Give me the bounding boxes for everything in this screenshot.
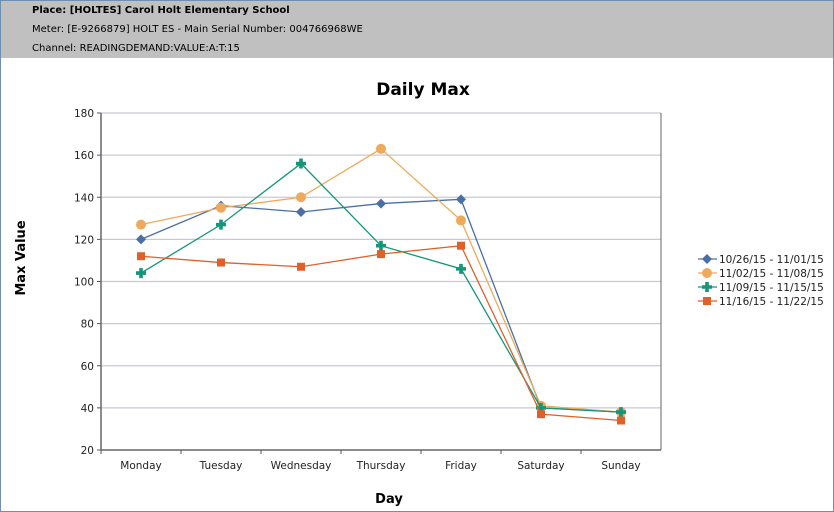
square-marker [217, 258, 225, 267]
diamond-marker [702, 254, 712, 264]
diamond-marker [376, 198, 386, 209]
circle-marker [376, 143, 386, 154]
x-tick-label: Sunday [601, 460, 640, 472]
square-marker [137, 252, 145, 261]
series-line [140, 148, 622, 413]
legend-item: 10/26/15 - 11/01/15 [698, 254, 824, 266]
legend-label: 11/16/15 - 11/22/15 [719, 296, 824, 308]
y-tick-label: 100 [74, 277, 94, 289]
legend-label: 11/02/15 - 11/08/15 [719, 268, 824, 280]
chart-title: Daily Max [376, 80, 470, 100]
legend-item: 11/09/15 - 11/15/15 [698, 282, 824, 294]
y-tick-label: 20 [81, 445, 94, 457]
plus-marker [702, 282, 712, 293]
y-axis-title: Max Value [14, 220, 29, 295]
plus-marker [536, 402, 546, 413]
x-tick-label: Tuesday [199, 460, 243, 472]
channel-label: Channel: READINGDEMAND:VALUE:A:T:15 [32, 43, 240, 54]
series-4 [137, 241, 625, 425]
x-tick-label: Monday [120, 460, 161, 472]
plus-marker [216, 219, 226, 230]
y-tick-label: 80 [81, 319, 94, 331]
square-marker [703, 297, 711, 305]
y-tick-label: 180 [74, 108, 94, 120]
x-tick-label: Friday [445, 460, 477, 472]
legend-label: 11/09/15 - 11/15/15 [719, 282, 824, 294]
x-axis-title: Day [375, 492, 403, 507]
legend-item: 11/02/15 - 11/08/15 [698, 268, 824, 280]
plus-marker [616, 407, 626, 418]
legend-item: 11/16/15 - 11/22/15 [698, 296, 824, 308]
y-tick-label: 60 [81, 361, 94, 373]
circle-marker [136, 219, 146, 230]
x-tick-label: Thursday [356, 460, 406, 472]
circle-marker [216, 202, 226, 213]
plus-marker [296, 158, 307, 169]
y-tick-label: 120 [74, 234, 94, 246]
diamond-marker [456, 194, 466, 205]
square-marker [617, 416, 625, 425]
y-tick-label: 40 [81, 403, 94, 415]
square-marker [297, 262, 305, 271]
x-tick-label: Wednesday [271, 460, 332, 472]
square-marker [377, 250, 385, 259]
legend-label: 10/26/15 - 11/01/15 [719, 254, 824, 266]
x-tick-label: Saturday [517, 460, 564, 472]
square-marker [457, 241, 465, 250]
series-line [140, 198, 622, 413]
plus-marker [456, 263, 467, 274]
place-label: Place: [HOLTES] Carol Holt Elementary Sc… [32, 5, 290, 16]
series-1 [136, 194, 626, 418]
diamond-marker [296, 206, 306, 217]
circle-marker [702, 268, 712, 278]
plus-marker [136, 268, 146, 279]
series-2 [136, 143, 626, 418]
series-3 [136, 158, 626, 418]
meter-label: Meter: [E-9266879] HOLT ES - Main Serial… [32, 24, 363, 35]
square-marker [537, 410, 545, 419]
circle-marker [456, 215, 466, 226]
y-tick-label: 140 [74, 192, 94, 204]
series-line [140, 244, 622, 422]
plus-marker [376, 240, 387, 251]
diamond-marker [136, 234, 146, 245]
report-header: Place: [HOLTES] Carol Holt Elementary Sc… [1, 1, 833, 58]
y-tick-label: 160 [74, 150, 94, 162]
circle-marker [296, 192, 306, 203]
